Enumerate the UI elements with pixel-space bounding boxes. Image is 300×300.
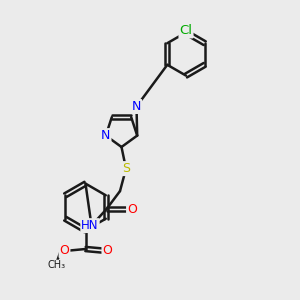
Text: O: O	[127, 202, 137, 216]
Text: O: O	[103, 244, 112, 257]
Text: HN: HN	[81, 219, 99, 232]
Text: O: O	[60, 244, 69, 257]
Text: Cl: Cl	[179, 24, 193, 38]
Text: N: N	[101, 129, 110, 142]
Text: S: S	[122, 162, 130, 175]
Text: N: N	[132, 100, 141, 113]
Text: CH₃: CH₃	[47, 260, 65, 271]
